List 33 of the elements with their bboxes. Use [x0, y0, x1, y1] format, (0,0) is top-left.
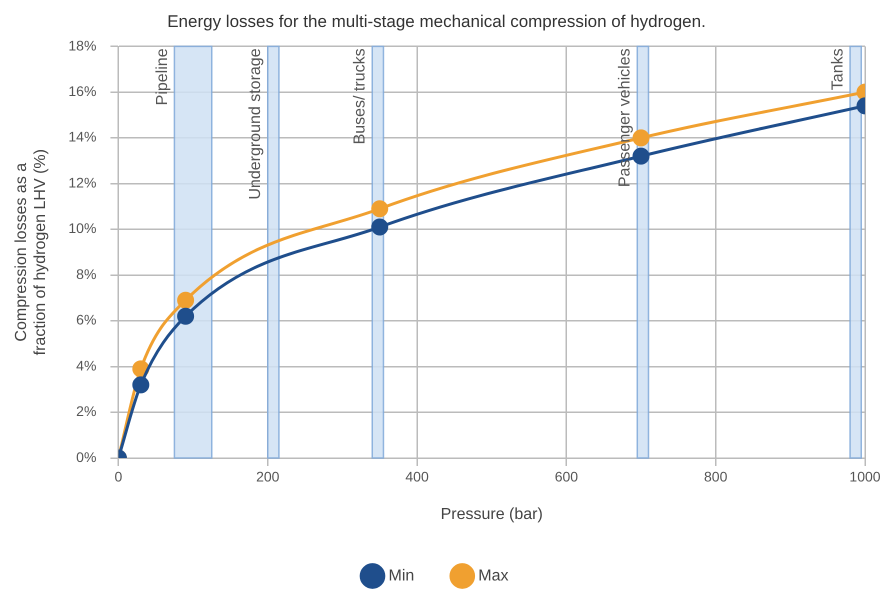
x-tick-label: 400	[405, 468, 429, 484]
y-tick-label: 6%	[76, 312, 96, 328]
y-tick-label: 18%	[68, 37, 96, 54]
chart-title: Energy losses for the multi-stage mechanical compression of hydrogen.	[167, 12, 706, 31]
y-tick-label: 8%	[76, 266, 96, 282]
point	[177, 308, 194, 325]
point	[371, 218, 388, 236]
band-label: Buses/ trucks	[352, 48, 369, 144]
x-tick-label: 0	[114, 468, 123, 484]
legend-label: Max	[478, 567, 509, 584]
y-tick-label: 12%	[68, 174, 96, 190]
y-tick-label: 14%	[68, 128, 96, 145]
point	[177, 292, 194, 309]
legend-label: Min	[388, 567, 414, 584]
y-tick-label: 16%	[68, 82, 96, 99]
band-label: Tanks	[829, 48, 846, 90]
y-tick-label: 4%	[76, 357, 96, 374]
y-tick-label: 2%	[76, 403, 96, 420]
point	[371, 200, 388, 218]
x-tick-label: 1000	[849, 468, 881, 484]
band-label: Pipeline	[154, 48, 171, 106]
x-tick-label: 200	[256, 468, 280, 484]
y-axis-title: Compression losses as a fraction of hydrogen LHV (%)	[13, 149, 50, 356]
x-axis-title: Pressure (bar)	[440, 506, 543, 523]
point	[632, 129, 650, 146]
point	[632, 148, 650, 165]
band-label: Underground storage	[247, 48, 264, 200]
y-tick-label: 0%	[76, 448, 96, 465]
x-tick-label: 800	[704, 468, 728, 484]
x-tick-label: 600	[554, 468, 578, 484]
point	[132, 376, 150, 394]
band-label: Passenger vehicles	[616, 48, 634, 188]
y-tick-label: 10%	[68, 220, 96, 236]
